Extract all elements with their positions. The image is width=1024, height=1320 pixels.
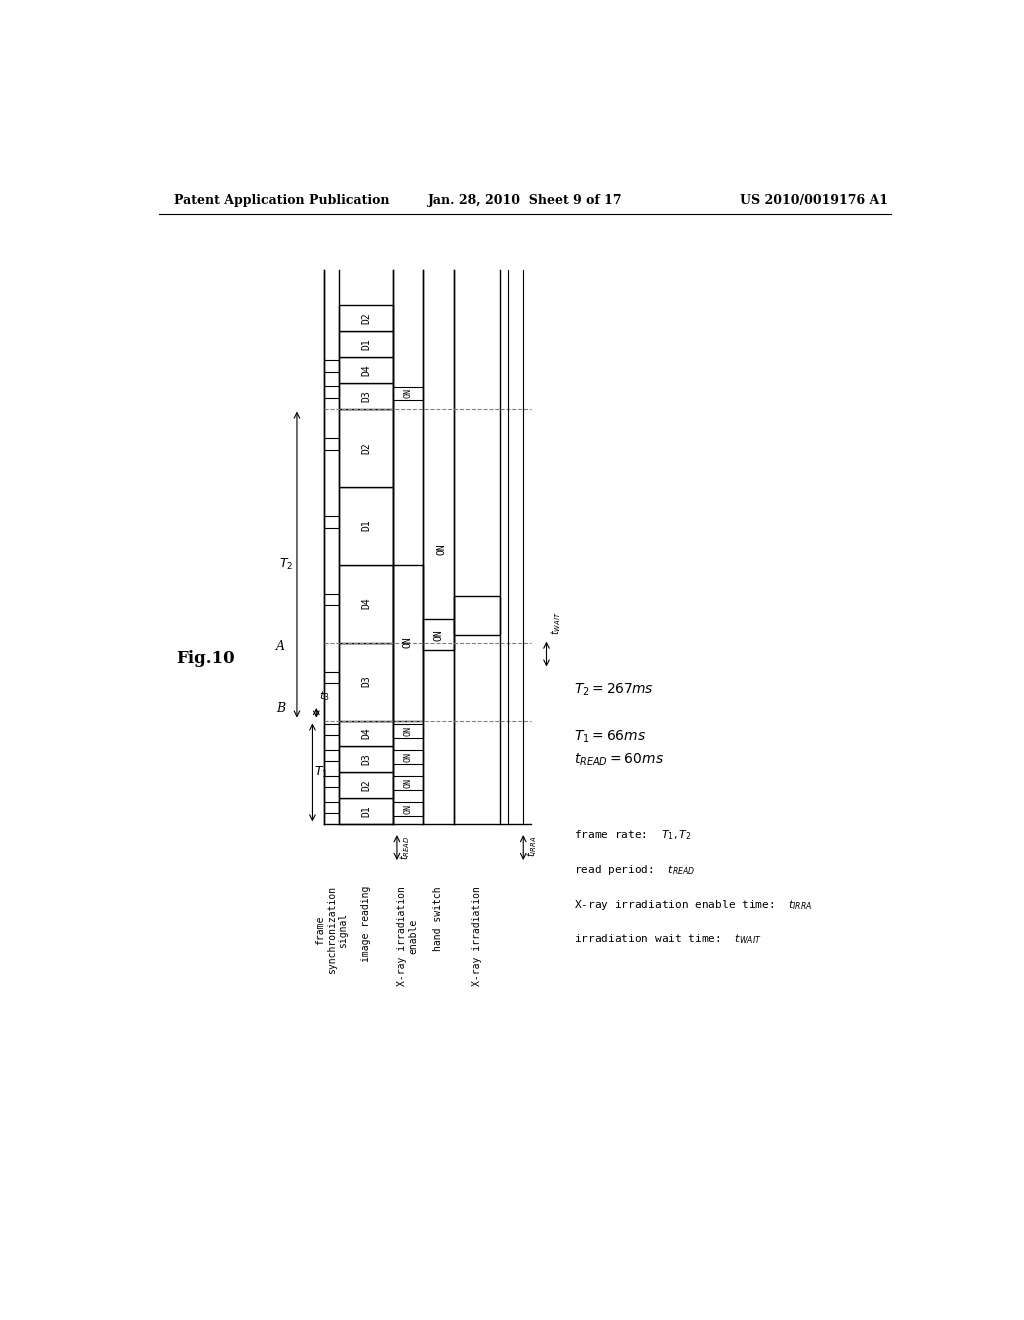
- Text: ON: ON: [403, 726, 413, 737]
- Text: ON: ON: [403, 779, 413, 788]
- Text: hand switch: hand switch: [433, 886, 443, 950]
- Text: ON: ON: [403, 388, 413, 399]
- Text: X-ray irradiation: X-ray irradiation: [472, 886, 481, 986]
- Text: $t_{WAIT}$: $t_{WAIT}$: [549, 611, 562, 635]
- Bar: [339, 565, 393, 643]
- Text: frame rate:  $T_1, T_2$: frame rate: $T_1, T_2$: [573, 829, 691, 842]
- Bar: [393, 803, 423, 816]
- Text: D3: D3: [360, 389, 371, 401]
- Text: ON: ON: [403, 752, 413, 762]
- Text: frame
synchronization
signal: frame synchronization signal: [315, 886, 348, 974]
- Bar: [339, 305, 393, 331]
- Bar: [393, 750, 423, 764]
- Text: $t_{IRRA}$: $t_{IRRA}$: [525, 836, 540, 858]
- Bar: [339, 331, 393, 356]
- Text: D1: D1: [360, 520, 371, 532]
- Bar: [393, 565, 423, 721]
- Text: $t_{READ}$: $t_{READ}$: [398, 836, 413, 861]
- Text: D2: D2: [360, 780, 371, 792]
- Bar: [339, 356, 393, 383]
- Text: irradiation wait time:  $t_{WAIT}$: irradiation wait time: $t_{WAIT}$: [573, 932, 761, 946]
- Bar: [339, 772, 393, 799]
- Text: $T_2=267ms$: $T_2=267ms$: [573, 682, 653, 698]
- Bar: [339, 487, 393, 565]
- Text: Patent Application Publication: Patent Application Publication: [174, 194, 390, 207]
- Text: D3: D3: [360, 754, 371, 766]
- Text: X-ray irradiation
enable: X-ray irradiation enable: [397, 886, 419, 986]
- Bar: [339, 643, 393, 721]
- Text: D3: D3: [360, 676, 371, 688]
- Text: read period:  $t_{READ}$: read period: $t_{READ}$: [573, 863, 695, 876]
- Text: D4: D4: [360, 598, 371, 610]
- Text: $T_2$: $T_2$: [279, 557, 293, 572]
- Bar: [339, 383, 393, 409]
- Text: $T_1=66ms$: $T_1=66ms$: [573, 729, 646, 744]
- Text: D1: D1: [360, 805, 371, 817]
- Text: X-ray irradiation enable time:  $t_{IRRA}$: X-ray irradiation enable time: $t_{IRRA}…: [573, 898, 812, 912]
- Text: ON: ON: [433, 628, 443, 640]
- Text: ON: ON: [437, 544, 446, 554]
- Text: ON: ON: [402, 636, 413, 648]
- Text: $t_{READ}=60ms$: $t_{READ}=60ms$: [573, 751, 664, 768]
- Bar: [339, 799, 393, 825]
- Text: Fig.10: Fig.10: [176, 651, 234, 668]
- Text: B: B: [276, 702, 286, 715]
- Bar: [423, 619, 454, 651]
- Text: D2: D2: [360, 442, 371, 454]
- Text: $t_3$: $t_3$: [318, 689, 330, 702]
- Bar: [454, 597, 500, 635]
- Text: D2: D2: [360, 312, 371, 323]
- Bar: [393, 387, 423, 400]
- Text: $T_1$: $T_1$: [314, 764, 329, 780]
- Bar: [393, 776, 423, 791]
- Bar: [339, 747, 393, 772]
- Text: A: A: [276, 640, 286, 653]
- Text: image reading: image reading: [360, 886, 371, 962]
- Text: D4: D4: [360, 364, 371, 376]
- Text: US 2010/0019176 A1: US 2010/0019176 A1: [739, 194, 888, 207]
- Bar: [339, 721, 393, 747]
- Text: D1: D1: [360, 338, 371, 350]
- Bar: [339, 409, 393, 487]
- Text: D4: D4: [360, 727, 371, 739]
- Bar: [393, 725, 423, 738]
- Text: Jan. 28, 2010  Sheet 9 of 17: Jan. 28, 2010 Sheet 9 of 17: [427, 194, 623, 207]
- Text: ON: ON: [403, 804, 413, 814]
